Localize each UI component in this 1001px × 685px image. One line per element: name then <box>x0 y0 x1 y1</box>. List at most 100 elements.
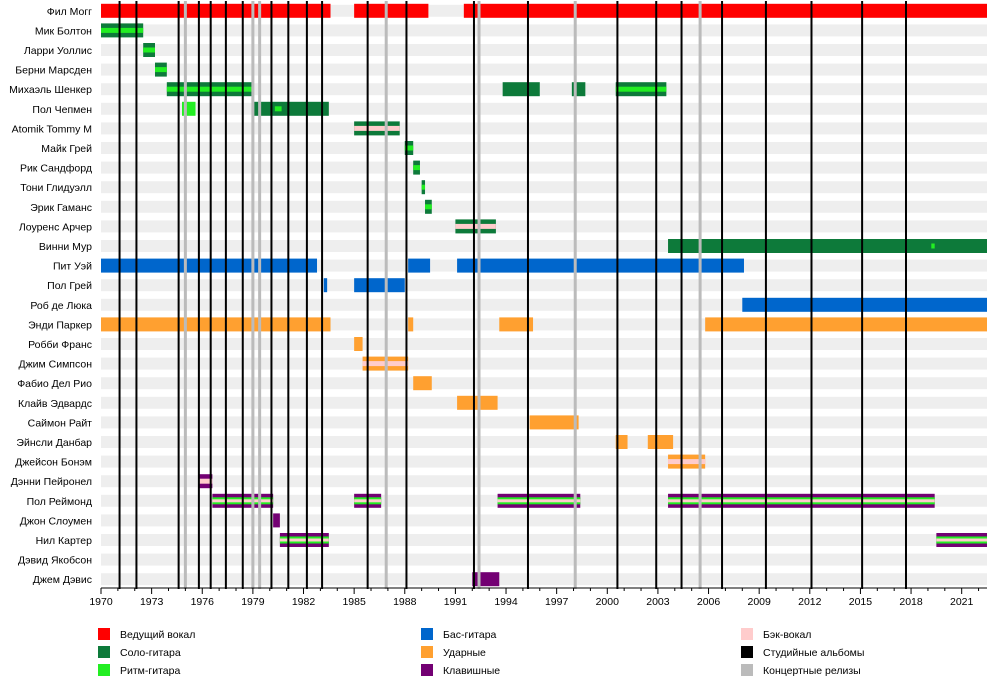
member-name: Саймон Райт <box>28 417 93 429</box>
member-bar <box>101 3 331 18</box>
tick-label: 1991 <box>444 596 468 608</box>
tick-label: 1979 <box>241 596 265 608</box>
row-stripe <box>101 44 987 56</box>
tick-label: 1982 <box>292 596 316 608</box>
member-name: Тони Глидуэлл <box>20 182 92 194</box>
bar-inner-stripe <box>413 165 420 171</box>
member-bar <box>705 317 987 332</box>
member-name: Пол Чепмен <box>32 104 92 116</box>
row-stripe <box>101 357 987 370</box>
bar-inner-stripe <box>143 47 156 53</box>
member-name: Джим Симпсон <box>19 359 93 371</box>
bar-stripe-backing <box>279 538 329 542</box>
legend-swatch <box>421 646 433 658</box>
legend: Ведущий вокал Соло-гитара Ритм-гитара Бас-г… <box>98 628 864 677</box>
bar-inner-stripe <box>668 459 706 465</box>
member-name: Майк Грей <box>41 143 92 155</box>
member-bar <box>408 258 431 273</box>
tick-label: 2021 <box>950 596 974 608</box>
tick-label: 1976 <box>191 596 215 608</box>
bar-inner-stripe <box>404 145 414 151</box>
member-bar <box>502 82 540 97</box>
tick-label: 1994 <box>494 596 518 608</box>
row-stripe <box>101 142 987 154</box>
bar-stripe-backing <box>497 499 581 503</box>
member-name: Рик Сандфорд <box>20 163 92 175</box>
tick-label: 1988 <box>393 596 417 608</box>
bar-inner-stripe <box>931 243 935 249</box>
member-name: Берни Марсден <box>15 65 92 77</box>
member-name: Михаэль Шенкер <box>9 84 92 96</box>
member-bar <box>529 415 579 430</box>
tick-label: 1985 <box>342 596 366 608</box>
row-stripe <box>101 220 987 233</box>
member-bar <box>354 3 429 18</box>
member-name: Дэнни Пейронел <box>11 476 92 488</box>
member-bar <box>252 101 329 116</box>
member-bar <box>354 278 405 293</box>
tick-label: 2003 <box>646 596 670 608</box>
bar-inner-stripe <box>421 184 426 190</box>
tick-label: 1997 <box>545 596 569 608</box>
tick-label: 2006 <box>697 596 721 608</box>
bar-stripe-backing <box>936 538 987 542</box>
member-bar <box>273 513 280 528</box>
tick-label: 2012 <box>798 596 822 608</box>
member-name: Лоуренс Арчер <box>19 221 92 233</box>
bar-inner-stripe <box>615 86 667 92</box>
member-bar <box>408 317 414 332</box>
bar-inner-stripe <box>425 204 432 210</box>
member-name: Джон Слоумен <box>20 515 92 527</box>
legend-label: Ритм-гитара <box>120 665 180 677</box>
legend-swatch <box>421 664 433 676</box>
legend-swatch <box>98 664 110 676</box>
row-stripe <box>101 475 987 488</box>
member-names: Фил Могг Мик Болтон Ларри Уоллис Берни Марс… <box>9 6 92 586</box>
tick-label: 2000 <box>596 596 620 608</box>
member-name: Роб де Люка <box>30 300 92 312</box>
row-stripe <box>101 377 987 390</box>
legend-label: Клавишные <box>443 665 500 677</box>
tick-label: 2018 <box>899 596 923 608</box>
legend-label: Концертные релизы <box>763 665 861 677</box>
member-name: Дэвид Якобсон <box>18 555 92 567</box>
row-stripe <box>101 63 987 76</box>
member-bar <box>615 435 628 449</box>
member-name: Пол Реймонд <box>27 496 92 508</box>
bar-inner-stripe <box>101 27 144 33</box>
member-name: Пол Грей <box>47 280 92 292</box>
bar-inner-stripe <box>455 223 496 229</box>
row-stripe <box>101 200 987 213</box>
bar-inner-stripe <box>354 125 400 131</box>
row-stripe <box>101 396 987 409</box>
legend-label: Ведущий вокал <box>120 629 195 641</box>
legend-label: Соло-гитара <box>120 647 181 659</box>
member-name: Винни Мур <box>39 241 92 253</box>
member-bar <box>463 3 987 18</box>
legend-swatch <box>421 628 433 640</box>
member-name: Ларри Уоллис <box>24 45 92 57</box>
member-name: Робби Франс <box>28 339 92 351</box>
legend-swatch <box>741 664 753 676</box>
bar-stripe-backing <box>668 499 935 503</box>
member-name: Фабио Дел Рио <box>17 378 92 390</box>
legend-label: Бэк-вокал <box>763 629 811 641</box>
member-name: Джем Дэвис <box>33 574 92 586</box>
tick-label: 2009 <box>747 596 771 608</box>
row-stripe <box>101 24 987 37</box>
row-stripe <box>101 514 987 527</box>
member-bar <box>323 278 328 293</box>
legend-swatch <box>98 628 110 640</box>
row-stripe <box>101 436 987 448</box>
row-stripe <box>101 573 987 586</box>
row-stripe <box>101 534 987 546</box>
member-name: Фил Могг <box>47 6 92 18</box>
bar-inner-stripe <box>155 67 167 73</box>
bar-inner-stripe <box>198 478 213 484</box>
row-stripe <box>101 455 987 468</box>
row-stripe <box>101 553 987 566</box>
member-bar <box>472 572 500 587</box>
member-bar <box>413 376 432 391</box>
member-name: Пит Уэй <box>53 261 92 273</box>
